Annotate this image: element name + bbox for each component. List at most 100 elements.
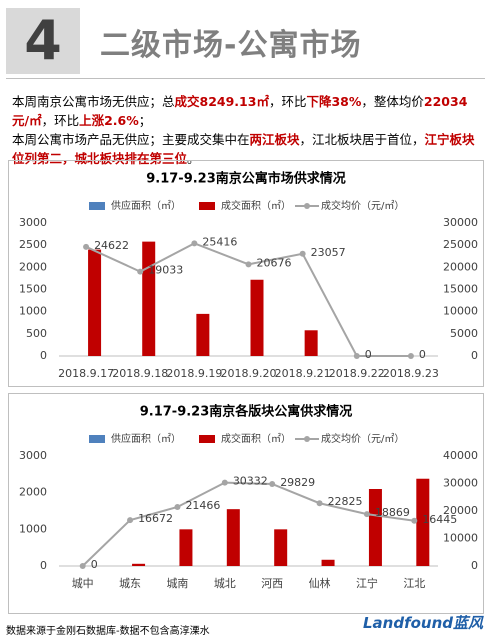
x-tick-label: 城北 (214, 577, 236, 590)
data-label: 23057 (311, 246, 346, 259)
y2-tick-label: 15000 (443, 283, 478, 296)
data-label: 30332 (233, 475, 268, 488)
line-marker (221, 479, 228, 486)
y-tick-label: 3000 (19, 216, 47, 229)
text-run: ，江北板块居于首位， (299, 132, 425, 147)
bar (226, 509, 240, 566)
x-tick-label: 城东 (119, 577, 141, 590)
bar (142, 241, 156, 356)
line-marker (407, 353, 414, 359)
logo: Landfound蓝风 (362, 614, 483, 632)
data-label: 18869 (375, 506, 410, 519)
y-tick-label: 0 (40, 559, 47, 572)
source-note: 数据来源于金刚石数据库-数据不包含高淳溧水 (6, 626, 210, 637)
line-marker (411, 517, 418, 524)
line-marker (269, 480, 276, 487)
legend-label: 成交均价（元/㎡） (321, 199, 404, 212)
chart: 9.17-9.23南京公寓市场供求情况 0 500 1000 1500 2000 2500 3… (19, 171, 478, 381)
legend-label: 成交均价（元/㎡） (321, 432, 404, 445)
chart: 9.17-9.23南京各版块公寓供求情况01000200030000100002… (19, 404, 478, 591)
x-tick-label: 江北 (403, 577, 425, 590)
x-tick-label: 2018.9.17 (58, 367, 114, 380)
text-run: ，环比 (268, 94, 307, 109)
y2-tick-label: 5000 (450, 327, 478, 340)
y2-tick-label: 40000 (443, 449, 478, 462)
text-run: ； (138, 113, 152, 128)
line-marker (127, 517, 134, 524)
bar (196, 313, 210, 356)
data-label: 0 (365, 348, 372, 361)
data-label: 20676 (257, 256, 292, 269)
x-tick-label: 城中 (72, 577, 94, 590)
bar (321, 559, 335, 566)
x-tick-label: 2018.9.21 (275, 367, 331, 380)
legend-swatch (199, 435, 215, 443)
bar (179, 529, 193, 566)
data-label: 21466 (185, 499, 220, 512)
x-tick-label: 2018.9.18 (112, 367, 168, 380)
y2-tick-label: 0 (471, 349, 478, 362)
y-tick-label: 2000 (19, 260, 47, 273)
line-marker (79, 563, 86, 569)
data-label: 22825 (328, 495, 363, 508)
line-marker (316, 500, 323, 507)
x-tick-label: 河西 (261, 577, 283, 590)
chart-title: 9.17-9.23南京公寓市场供求情况 (146, 171, 346, 187)
chart-box: 9.17-9.23南京公寓市场供求情况 0 500 1000 1500 2000 2500 3… (8, 160, 484, 387)
y-tick-label: 500 (26, 327, 47, 340)
data-label: 29829 (280, 476, 315, 489)
y-tick-label: 2500 (19, 238, 47, 251)
data-label: 16445 (422, 513, 457, 526)
text-run: 下降38% (306, 94, 362, 109)
line-marker (174, 503, 181, 510)
y2-tick-label: 20000 (443, 504, 478, 517)
y2-tick-label: 0 (471, 559, 478, 572)
legend-swatch (304, 203, 310, 209)
legend-label: 供应面积（㎡） (111, 199, 181, 212)
line-marker (363, 511, 370, 518)
text-run: 江宁板块位列第二，城北板块排在第三位 (12, 132, 475, 166)
y-tick-label: 1000 (19, 522, 47, 535)
data-label: 16672 (138, 512, 173, 525)
text-run: 成交8249.13㎡ (174, 94, 269, 109)
bar (416, 478, 430, 566)
chart-title: 9.17-9.23南京各版块公寓供求情况 (140, 404, 353, 420)
line-marker (191, 240, 198, 247)
y2-tick-label: 30000 (443, 216, 478, 229)
bar (88, 249, 102, 356)
page-title: 二级市场-公寓市场 (100, 28, 362, 63)
text-run: 本周公寓市场产品无供应；主要成交集中在 (12, 132, 250, 147)
legend-swatch (304, 436, 310, 442)
text-run: 上涨2.6% (79, 113, 139, 128)
data-label: 19033 (148, 264, 183, 277)
text-run: 。 (187, 151, 200, 166)
data-label: 0 (91, 558, 98, 571)
text-run: 22034元/㎡ (12, 94, 468, 128)
y-tick-label: 0 (40, 349, 47, 362)
text-run: ，整体均价 (361, 94, 424, 109)
line-marker (137, 268, 144, 275)
x-tick-label: 城南 (166, 577, 188, 590)
legend-swatch (89, 435, 105, 443)
legend-label: 成交面积（㎡） (221, 199, 291, 212)
bar (274, 529, 288, 566)
line-marker (353, 353, 360, 359)
section-number: 4 (6, 8, 80, 74)
line-marker (299, 250, 306, 257)
legend-label: 供应面积（㎡） (111, 432, 181, 445)
y-tick-label: 2000 (19, 486, 47, 499)
bar (368, 489, 382, 566)
text-run: 两江板块 (249, 132, 300, 147)
divider (6, 78, 485, 79)
x-tick-label: 2018.9.20 (221, 367, 277, 380)
text-run: 本周南京公寓市场无供应；总 (12, 94, 175, 109)
line-marker (245, 261, 252, 268)
line (85, 242, 411, 357)
bar (250, 279, 264, 356)
legend-label: 成交面积（㎡） (221, 432, 291, 445)
data-label: 24622 (94, 239, 129, 252)
y2-tick-label: 20000 (443, 260, 478, 273)
data-label: 0 (419, 348, 426, 361)
y2-tick-label: 30000 (443, 477, 478, 490)
